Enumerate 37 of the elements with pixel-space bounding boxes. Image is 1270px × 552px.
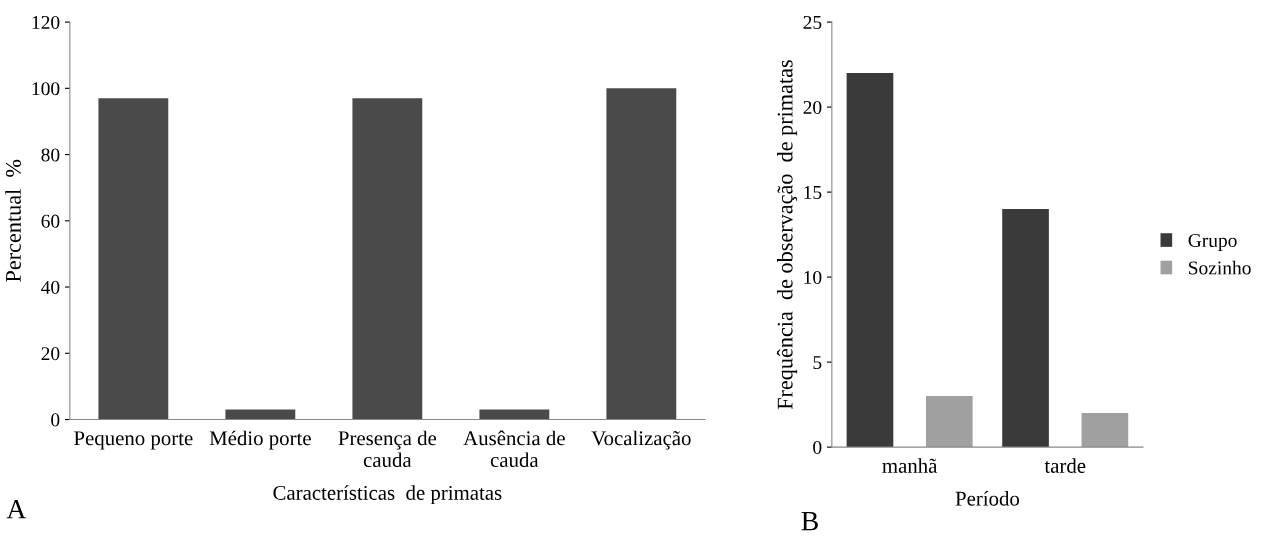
y-tick-label: 100	[32, 82, 60, 96]
bar	[606, 88, 677, 420]
y-tick-label: 15	[804, 186, 822, 200]
x-tick-label: Ausência de cauda	[463, 430, 565, 468]
y-tick-label: 25	[803, 15, 822, 30]
x-tick-label: Presença de cauda	[338, 430, 437, 468]
bar	[98, 98, 169, 420]
x-tick-label: manhã	[882, 458, 938, 473]
bar	[925, 396, 973, 448]
y-tick-label: 40	[41, 280, 60, 294]
y-tick-label: 20	[803, 100, 822, 115]
x-tick-label: tarde	[1044, 458, 1086, 473]
y-tick-label: 120	[32, 15, 60, 30]
bar	[1002, 209, 1049, 448]
y-tick-label: 60	[41, 214, 60, 228]
y-axis-title: Frequência de observação de primatas	[776, 60, 798, 410]
y-tick-label: 80	[41, 148, 60, 162]
bar	[225, 409, 296, 420]
x-tick-label: Médio porte	[209, 430, 311, 450]
x-tick-label: Vocalização	[591, 430, 691, 450]
y-axis-title: Percentual %	[5, 159, 21, 282]
legend-label: Grupo	[1188, 233, 1237, 251]
bar	[1081, 413, 1129, 448]
bar	[352, 98, 423, 420]
bar	[479, 409, 550, 420]
y-tick-label: 0	[51, 413, 60, 427]
x-tick-label: Pequeno porte	[74, 431, 193, 450]
legend-label: Sozinho	[1189, 260, 1251, 275]
y-tick-label: 20	[41, 347, 60, 361]
bar	[846, 73, 894, 448]
x-axis-title: Características de primatas	[273, 485, 502, 505]
text: B	[801, 511, 818, 531]
x-axis-title: Período	[955, 490, 1020, 506]
y-tick-label: 0	[813, 440, 822, 455]
y-tick-label: 10	[804, 270, 822, 285]
text: A	[6, 499, 27, 519]
y-tick-label: 5	[813, 356, 822, 370]
